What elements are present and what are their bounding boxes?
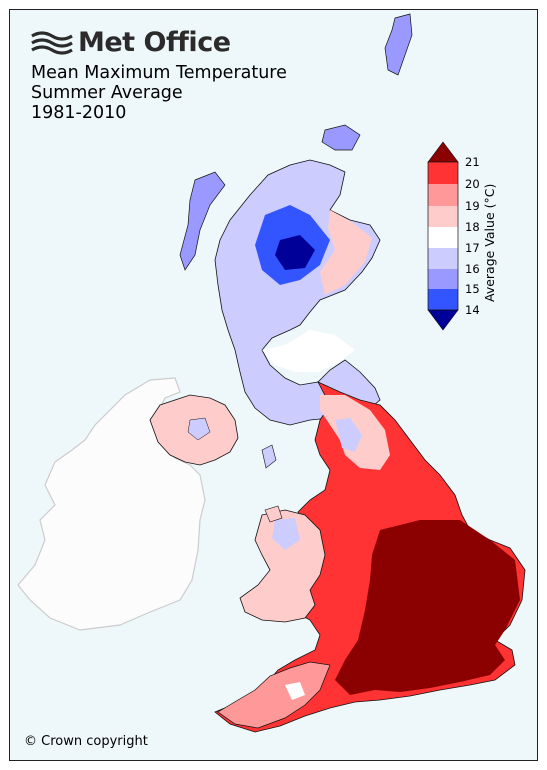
- copyright-notice: © Crown copyright: [24, 734, 148, 749]
- colorbar-band-18-19: [428, 206, 458, 227]
- colorbar-band-17-18: [428, 227, 458, 248]
- south-east-hot: [335, 520, 520, 695]
- colorbar-title: Average Value (°C): [482, 183, 497, 302]
- colorbar-tick: 20: [465, 177, 480, 191]
- highlands-coldest: [275, 235, 315, 270]
- colorbar-top-arrow: [427, 141, 459, 163]
- colorbar-tick: 16: [465, 262, 480, 276]
- dartmoor: [285, 682, 305, 700]
- met-office-logo: Met Office: [32, 27, 231, 58]
- colorbar-band-15-16: [428, 269, 458, 289]
- colorbar-tick: 15: [465, 282, 480, 296]
- logo-text: Met Office: [78, 27, 231, 58]
- map-title: Mean Maximum Temperature Summer Average …: [31, 63, 287, 123]
- shetland: [384, 13, 413, 76]
- colorbar-tick: 21: [465, 155, 480, 169]
- scotland-east-warm: [320, 210, 372, 295]
- orkney: [321, 124, 361, 151]
- south-west-peninsula: [217, 661, 331, 729]
- outer-hebrides: [179, 171, 226, 271]
- wales: [239, 509, 326, 623]
- colorbar-band-16-17: [428, 248, 458, 269]
- scotland: [214, 159, 381, 426]
- colorbar-bottom-arrow: [427, 309, 459, 331]
- title-line-2: Summer Average: [31, 83, 183, 103]
- colorbar: [427, 141, 459, 331]
- colorbar-tick: 14: [465, 303, 480, 317]
- colorbar-band-20-21: [428, 162, 458, 184]
- colorbar-tick: 17: [465, 241, 480, 255]
- colorbar-tick: 19: [465, 199, 480, 213]
- title-line-1: Mean Maximum Temperature: [31, 63, 287, 83]
- colorbar-tick: 18: [465, 220, 480, 234]
- isle-of-man: [261, 444, 277, 469]
- met-office-logo-icon: [31, 31, 73, 55]
- anglesey: [264, 505, 283, 523]
- colorbar-band-19-20: [428, 184, 458, 206]
- colorbar-band-14-15: [428, 289, 458, 310]
- ni-lough: [187, 417, 211, 441]
- pennines-core: [335, 418, 362, 452]
- snowdonia: [272, 518, 300, 550]
- title-line-3: 1981-2010: [31, 103, 127, 123]
- central-belt: [262, 330, 355, 372]
